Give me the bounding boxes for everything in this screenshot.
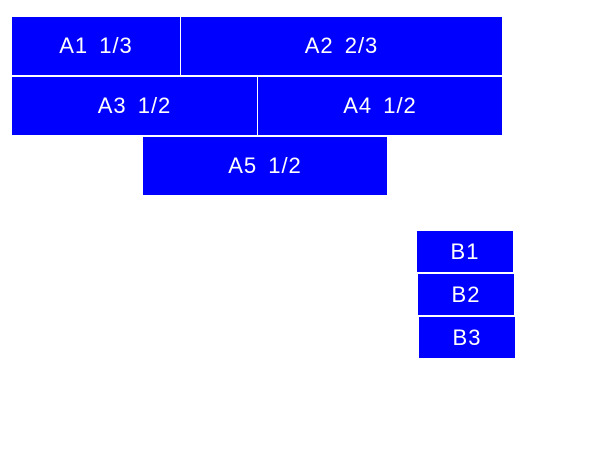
box-a1[interactable]: A1 1/3 — [12, 17, 180, 75]
box-a5[interactable]: A5 1/2 — [143, 137, 387, 195]
box-a2[interactable]: A2 2/3 — [181, 17, 502, 75]
box-a4[interactable]: A4 1/2 — [258, 77, 502, 135]
box-b3-label: B3 — [452, 324, 482, 350]
box-a3-label: A3 1/2 — [97, 93, 172, 118]
box-b2[interactable]: B2 — [418, 274, 514, 315]
box-b2-label: B2 — [451, 281, 481, 307]
box-b1[interactable]: B1 — [417, 231, 513, 272]
box-a4-label: A4 1/2 — [343, 93, 417, 118]
box-a2-label: A2 2/3 — [304, 33, 379, 58]
box-a3[interactable]: A3 1/2 — [12, 77, 257, 135]
box-b1-label: B1 — [450, 238, 480, 264]
box-b3[interactable]: B3 — [419, 317, 515, 358]
box-a5-label: A5 1/2 — [228, 153, 302, 178]
box-a1-label: A1 1/3 — [59, 33, 133, 58]
